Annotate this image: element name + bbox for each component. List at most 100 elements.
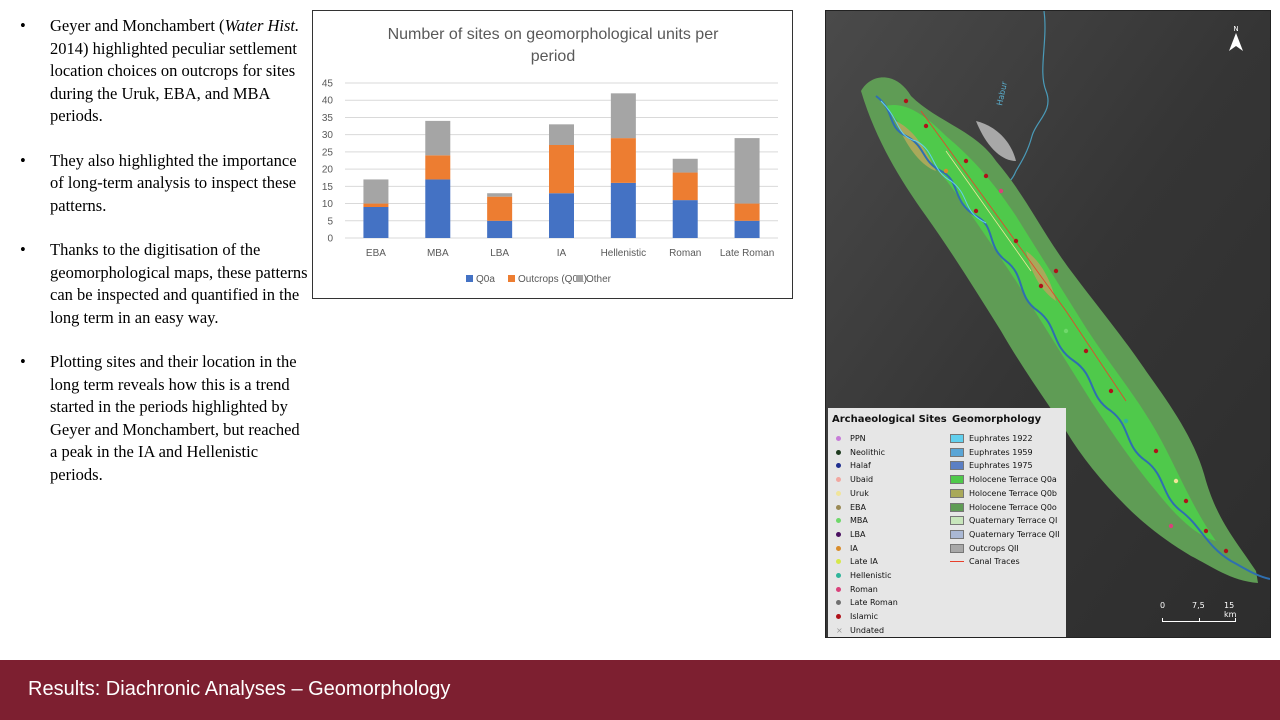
legend-site-label: Late Roman xyxy=(850,598,898,608)
outcrops-area xyxy=(976,121,1016,161)
bar-segment xyxy=(610,138,636,183)
legend-geo-item: Euphrates 1922 xyxy=(950,432,1033,445)
legend-geo-label: Quaternary Terrace QII xyxy=(969,529,1060,539)
site-dot-icon xyxy=(836,573,841,578)
bar-segment xyxy=(425,120,451,156)
legend-geo-item: Euphrates 1975 xyxy=(950,459,1033,472)
bar-segment xyxy=(610,93,636,139)
legend-label: Outcrops (Q0a) xyxy=(518,274,587,285)
geo-swatch-icon xyxy=(950,502,964,512)
geomorphology-map: Habur N Archaeological Sites Geomorpholo… xyxy=(825,10,1271,638)
scale-label-0: 0 xyxy=(1160,601,1166,610)
geo-swatch-icon xyxy=(950,529,964,539)
legend-geo-item: Holocene Terrace Q0o xyxy=(950,501,1057,514)
legend-geo-label: Euphrates 1975 xyxy=(969,461,1033,471)
site-dot-icon xyxy=(836,586,841,592)
y-tick-label: 30 xyxy=(322,130,334,141)
x-category-label: EBA xyxy=(366,248,386,259)
site-dot-icon xyxy=(836,600,841,606)
bullet-text: Geyer and Monchambert ( xyxy=(50,16,225,35)
site-dot-icon xyxy=(836,531,841,537)
bullet-item: • Geyer and Monchambert (Water Hist. 2014… xyxy=(18,15,308,128)
legend-site-label: Hellenistic xyxy=(850,571,892,580)
legend-site-item: MBA xyxy=(836,514,868,527)
bullet-text-italic: Water Hist. xyxy=(224,16,300,35)
site-dot-icon xyxy=(836,614,841,620)
footer-bar: Results: Diachronic Analyses – Geomorpho… xyxy=(0,660,1280,720)
site-dot-icon xyxy=(836,449,841,455)
site-dot-icon xyxy=(836,545,841,551)
x-category-label: Hellenistic xyxy=(601,248,647,259)
geo-swatch-icon xyxy=(950,488,964,498)
bar-segment xyxy=(734,138,760,204)
y-tick-label: 10 xyxy=(322,199,334,210)
legend-site-label: Halaf xyxy=(850,461,871,471)
legend-site-item: EBA xyxy=(836,501,866,514)
bullet-list: • Geyer and Monchambert (Water Hist. 2014… xyxy=(18,15,308,508)
bar-segment xyxy=(610,182,636,238)
y-tick-label: 0 xyxy=(327,234,333,245)
y-tick-label: 25 xyxy=(322,147,334,158)
bar-segment xyxy=(363,203,389,207)
legend-site-item: Hellenistic xyxy=(836,569,892,582)
bar-segment xyxy=(487,193,513,197)
legend-geo-item: Quaternary Terrace QII xyxy=(950,528,1060,541)
bullet-text: Plotting sites and their location in the… xyxy=(50,352,300,484)
y-tick-label: 35 xyxy=(322,113,334,124)
bar-segment xyxy=(549,193,574,238)
legend-geo-item: Holocene Terrace Q0b xyxy=(950,487,1057,500)
legend-site-item: Islamic xyxy=(836,610,878,623)
site-dot-icon xyxy=(836,477,841,483)
slide-title: Results: Diachronic Analyses – Geomorpho… xyxy=(28,678,451,700)
bar-segment xyxy=(487,220,513,238)
site-dot-icon xyxy=(836,463,841,469)
bullet-item: • Thanks to the digitisation of the geomo… xyxy=(18,239,308,329)
y-tick-label: 20 xyxy=(322,165,334,176)
bar-segment xyxy=(672,172,698,201)
bullet-text: 2014) highlighted peculiar settlement lo… xyxy=(50,38,297,126)
legend-site-item: Neolithic xyxy=(836,446,885,459)
bar-segment xyxy=(425,155,451,180)
y-tick-label: 5 xyxy=(327,216,333,227)
bullet-dot-icon: • xyxy=(20,352,26,371)
geo-swatch-icon xyxy=(950,516,964,526)
habur-river xyxy=(995,11,1049,190)
legend-site-label: Neolithic xyxy=(850,447,886,457)
legend-geo-label: Euphrates 1922 xyxy=(969,434,1033,443)
legend-geo-label: Holocene Terrace Q0b xyxy=(969,488,1057,498)
bar-segment xyxy=(425,179,451,238)
y-tick-label: 15 xyxy=(322,182,334,193)
site-dot-icon xyxy=(836,436,841,441)
geo-swatch-icon xyxy=(950,543,964,553)
legend-geo-label: Holocene Terrace Q0o xyxy=(969,502,1057,512)
scale-bar: 0 7,5 15 km xyxy=(1160,601,1246,623)
legend-site-item: LBA xyxy=(836,528,865,541)
bullet-item: • They also highlighted the importance of… xyxy=(18,150,308,218)
chart-canvas: Number of sites on geomorphological unit… xyxy=(322,26,778,285)
site-markers xyxy=(903,98,1229,554)
site-dot-icon xyxy=(836,490,841,496)
legend-geo-label: Outcrops QII xyxy=(969,543,1019,553)
bullet-dot-icon: • xyxy=(20,16,26,35)
legend-swatch xyxy=(508,275,515,282)
legend-site-item: Halaf xyxy=(836,459,871,472)
geo-swatch-icon xyxy=(950,447,964,457)
legend-site-label: Uruk xyxy=(850,488,869,498)
geo-swatch-icon xyxy=(950,461,964,471)
legend-geo-label: Holocene Terrace Q0a xyxy=(969,475,1057,485)
site-dot-icon xyxy=(836,504,841,510)
legend-site-label: Roman xyxy=(850,584,878,594)
legend-site-label: EBA xyxy=(850,502,867,512)
legend-site-item: Uruk xyxy=(836,487,869,500)
north-arrow-icon: N xyxy=(1228,25,1244,53)
legend-site-label: Late IA xyxy=(850,557,878,567)
legend-sites-title: Archaeological Sites xyxy=(832,414,947,425)
x-category-label: MBA xyxy=(427,248,449,259)
x-category-label: IA xyxy=(557,248,567,259)
scale-label-mid: 7,5 xyxy=(1192,601,1205,610)
undated-cross-icon: × xyxy=(836,625,843,635)
map-legend: Archaeological Sites Geomorphology PPN Ne… xyxy=(828,408,1066,637)
legend-geo-label: Euphrates 1959 xyxy=(969,447,1033,457)
legend-swatch xyxy=(576,275,583,282)
legend-site-item: Roman xyxy=(836,583,878,596)
